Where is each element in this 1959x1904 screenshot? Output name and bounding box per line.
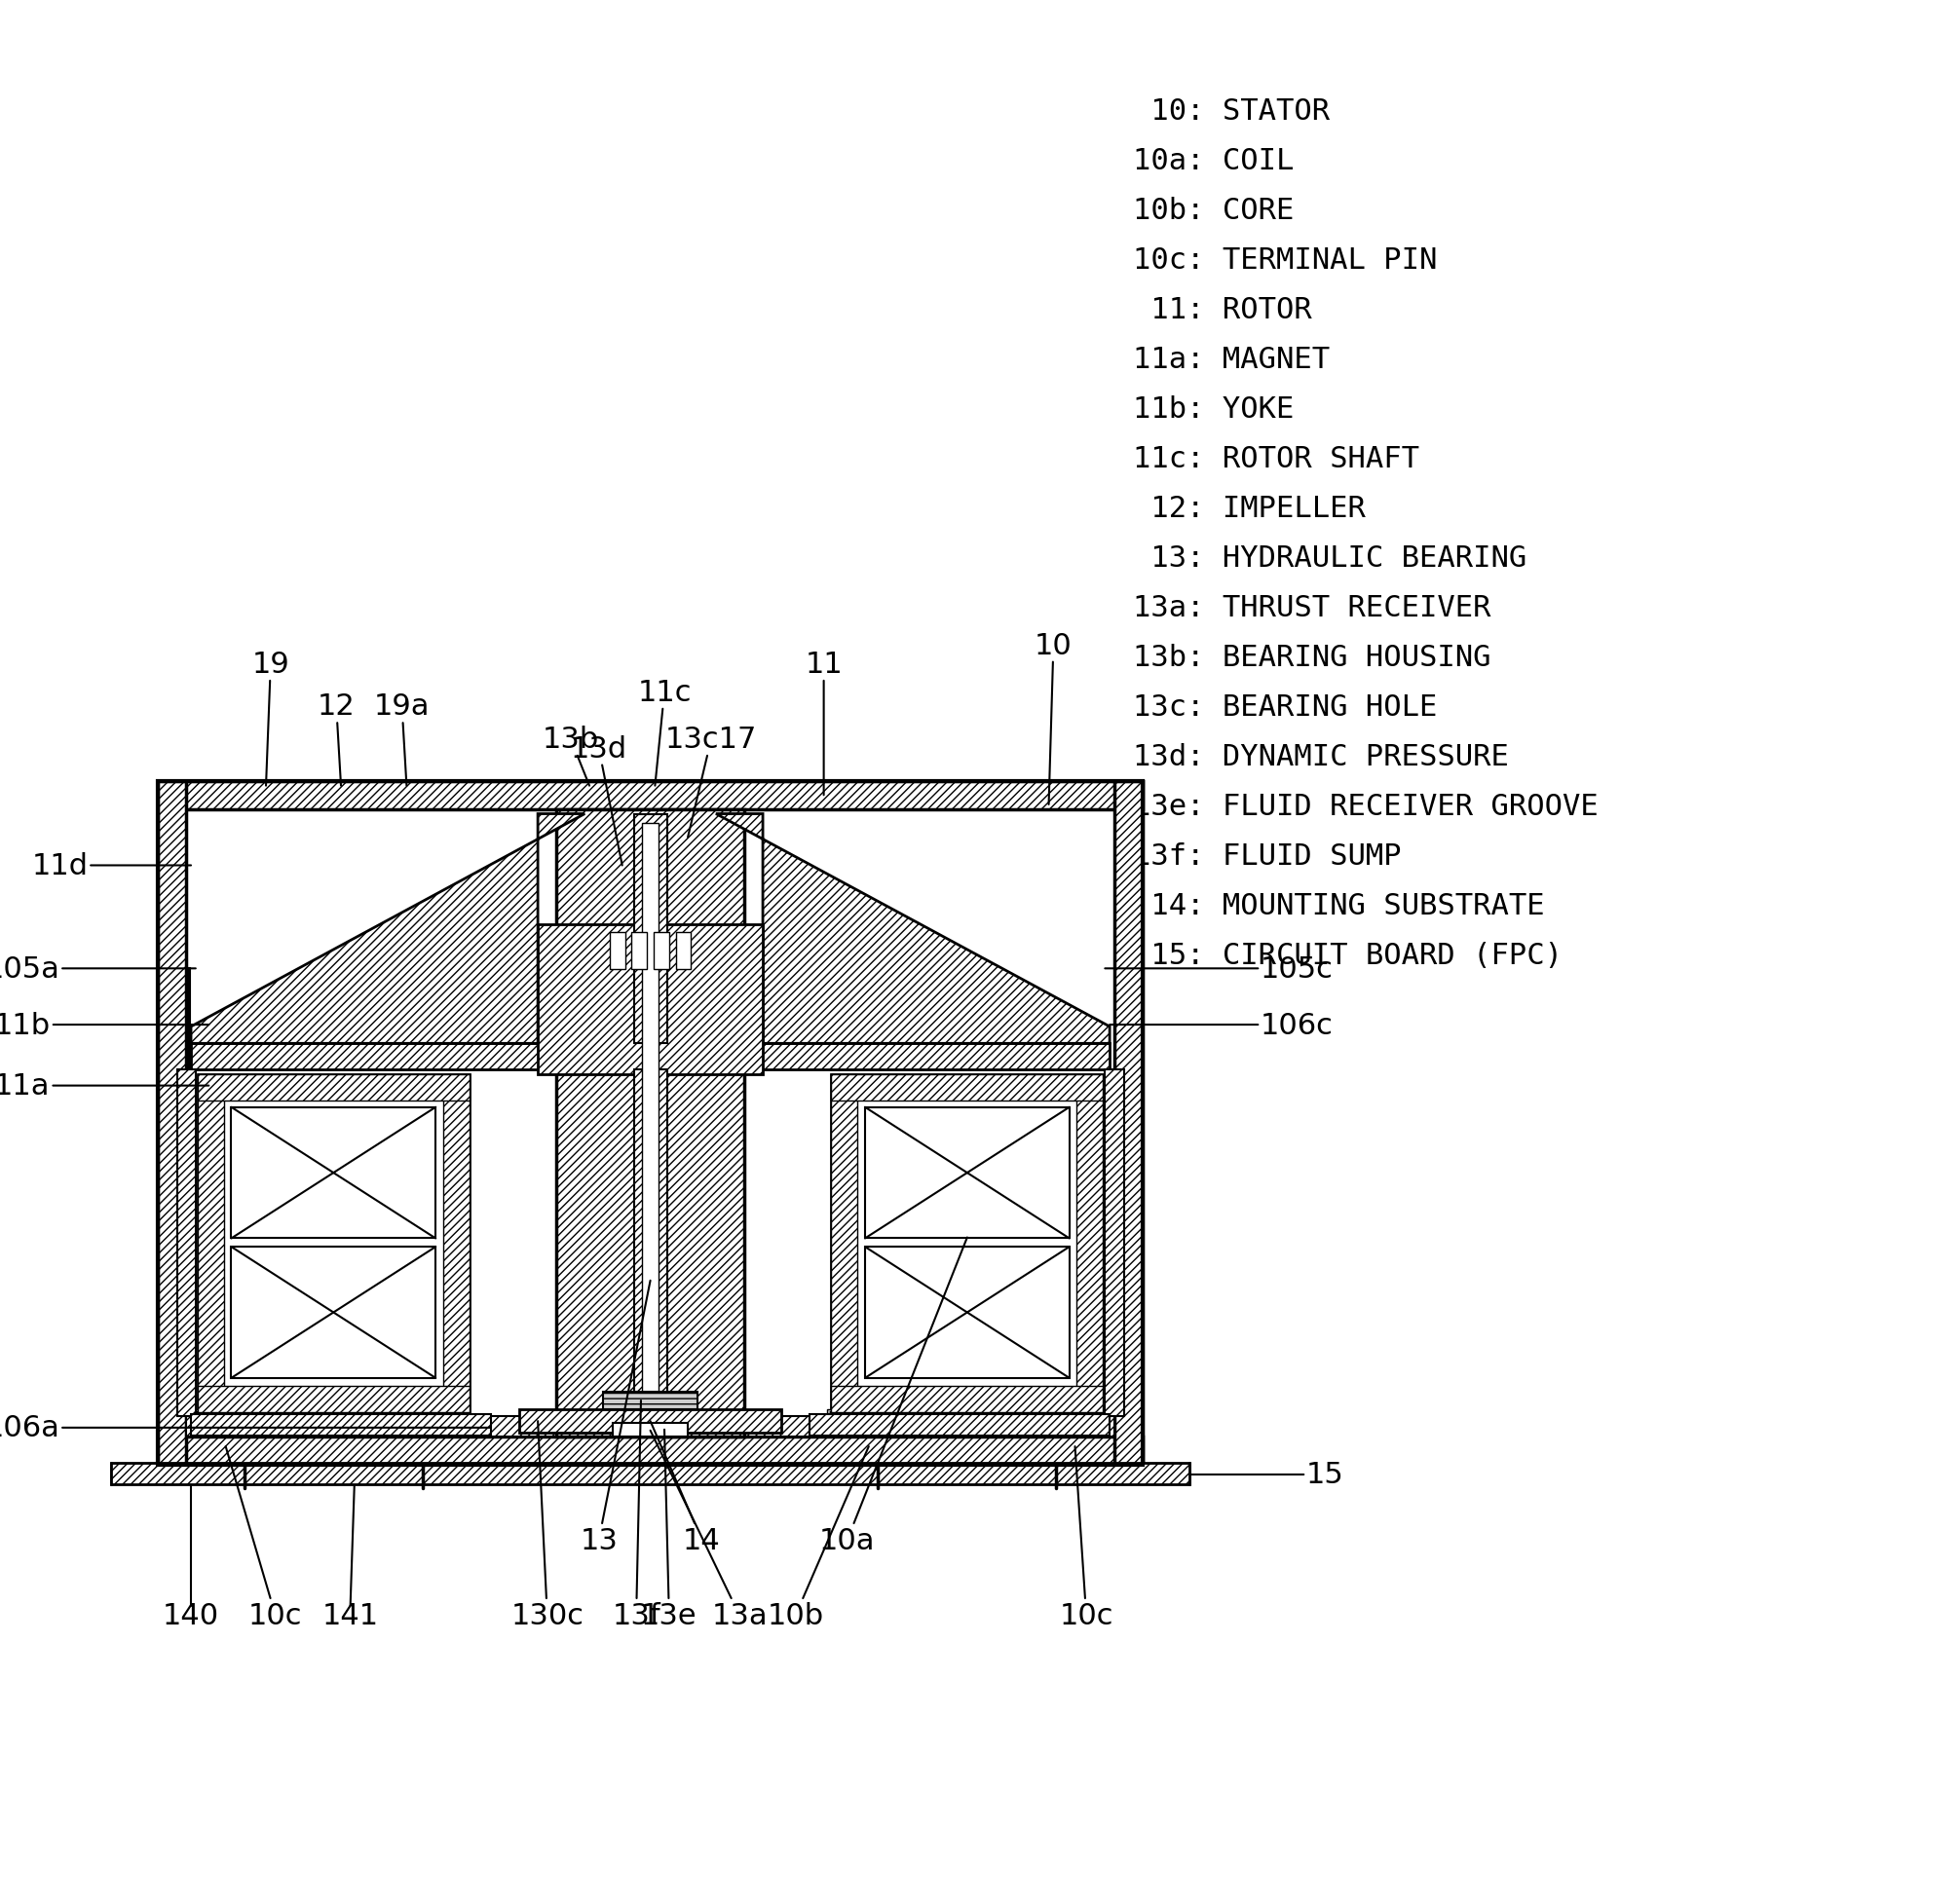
Text: 11d: 11d (31, 851, 190, 880)
Text: 141: 141 (321, 1601, 378, 1630)
Text: 11c: 11c (637, 678, 692, 786)
Bar (176, 1070, 196, 1417)
Text: 13d: DYNAMIC PRESSURE: 13d: DYNAMIC PRESSURE (1132, 743, 1508, 771)
Bar (635, 815, 668, 1043)
Text: 11: ROTOR: 11: ROTOR (1132, 297, 1313, 324)
Text: 10b: CORE: 10b: CORE (1132, 196, 1295, 225)
Text: 19a: 19a (374, 693, 429, 786)
Bar (159, 781, 1142, 1466)
Bar (609, 933, 625, 969)
Text: 13b: BEARING HOUSING: 13b: BEARING HOUSING (1132, 644, 1491, 672)
Bar (190, 1415, 492, 1436)
Bar (676, 933, 692, 969)
Bar (159, 781, 1142, 809)
Text: 13a: THRUST RECEIVER: 13a: THRUST RECEIVER (1132, 594, 1491, 623)
Text: 11a: MAGNET: 11a: MAGNET (1132, 347, 1330, 375)
Text: 10c: 10c (225, 1447, 302, 1630)
Text: 11b: YOKE: 11b: YOKE (1132, 396, 1295, 425)
Text: 140: 140 (163, 1601, 219, 1630)
Bar (159, 781, 186, 1466)
Bar (112, 1464, 1189, 1483)
Text: 10a: 10a (819, 1238, 968, 1554)
Text: 105c: 105c (1105, 954, 1334, 982)
Bar (231, 1108, 435, 1240)
Bar (231, 1247, 435, 1378)
Bar (1115, 781, 1142, 1466)
Polygon shape (190, 815, 584, 1043)
Text: 13c: BEARING HOLE: 13c: BEARING HOLE (1132, 693, 1438, 722)
Text: 10: STATOR: 10: STATOR (1132, 97, 1330, 126)
Text: 15: 15 (1191, 1460, 1344, 1489)
Text: 13c17: 13c17 (666, 725, 758, 838)
Text: 106a: 106a (0, 1415, 492, 1441)
Text: 13e: 13e (641, 1430, 697, 1630)
Bar (556, 809, 744, 1438)
Bar (635, 1070, 668, 1438)
Bar (519, 1409, 782, 1432)
Bar (198, 1074, 223, 1413)
Text: 11: 11 (805, 651, 842, 796)
Text: 10b: 10b (768, 1447, 868, 1630)
Bar (190, 1043, 599, 1070)
Text: 13: 13 (580, 1281, 650, 1554)
Bar (603, 1392, 697, 1409)
Bar (827, 1409, 1103, 1436)
Text: 13: HYDRAULIC BEARING: 13: HYDRAULIC BEARING (1132, 545, 1526, 573)
Polygon shape (715, 815, 1109, 1043)
Text: 13a: 13a (650, 1430, 768, 1630)
Bar (809, 1415, 1109, 1436)
Bar (831, 1386, 1103, 1413)
Bar (866, 1108, 1070, 1240)
Text: 13d: 13d (570, 735, 627, 866)
Text: 13b: 13b (543, 725, 599, 786)
Text: 14: MOUNTING SUBSTRATE: 14: MOUNTING SUBSTRATE (1132, 893, 1546, 920)
Text: 10: 10 (1034, 632, 1072, 805)
Bar (643, 824, 658, 1422)
Text: 12: 12 (317, 693, 355, 786)
Text: 10c: TERMINAL PIN: 10c: TERMINAL PIN (1132, 248, 1438, 274)
Text: 13f: FLUID SUMP: 13f: FLUID SUMP (1132, 842, 1401, 870)
Bar (190, 1409, 468, 1436)
Bar (866, 1247, 1070, 1378)
Text: 15: CIRCUIT BOARD (FPC): 15: CIRCUIT BOARD (FPC) (1132, 942, 1563, 969)
Text: 14: 14 (650, 1420, 721, 1554)
Text: 106c: 106c (1109, 1011, 1334, 1040)
Bar (539, 925, 762, 1074)
Bar (159, 1438, 1142, 1466)
Text: 19: 19 (253, 651, 290, 786)
Bar (613, 1422, 688, 1438)
Text: 13e: FLUID RECEIVER GROOVE: 13e: FLUID RECEIVER GROOVE (1132, 792, 1599, 821)
Bar (198, 1074, 470, 1101)
Bar (631, 933, 646, 969)
Bar (198, 1074, 470, 1413)
Text: 105a: 105a (0, 954, 196, 982)
Text: 11b: 11b (0, 1011, 210, 1040)
Bar (831, 1074, 1103, 1413)
Text: 11c: ROTOR SHAFT: 11c: ROTOR SHAFT (1132, 446, 1420, 474)
Bar (701, 1043, 1109, 1070)
Bar (654, 933, 670, 969)
Text: 10a: COIL: 10a: COIL (1132, 147, 1295, 175)
Text: 11a: 11a (0, 1072, 210, 1101)
Bar (831, 1074, 1103, 1101)
Bar (1077, 1074, 1103, 1413)
Bar (198, 1386, 470, 1413)
Bar (186, 1417, 1115, 1438)
Text: 10c: 10c (1060, 1447, 1113, 1630)
Text: 130c: 130c (511, 1420, 584, 1630)
Bar (1105, 1070, 1124, 1417)
Bar (831, 1074, 858, 1413)
Text: 13f: 13f (611, 1401, 660, 1630)
Text: 12: IMPELLER: 12: IMPELLER (1132, 495, 1365, 524)
Bar (443, 1074, 470, 1413)
